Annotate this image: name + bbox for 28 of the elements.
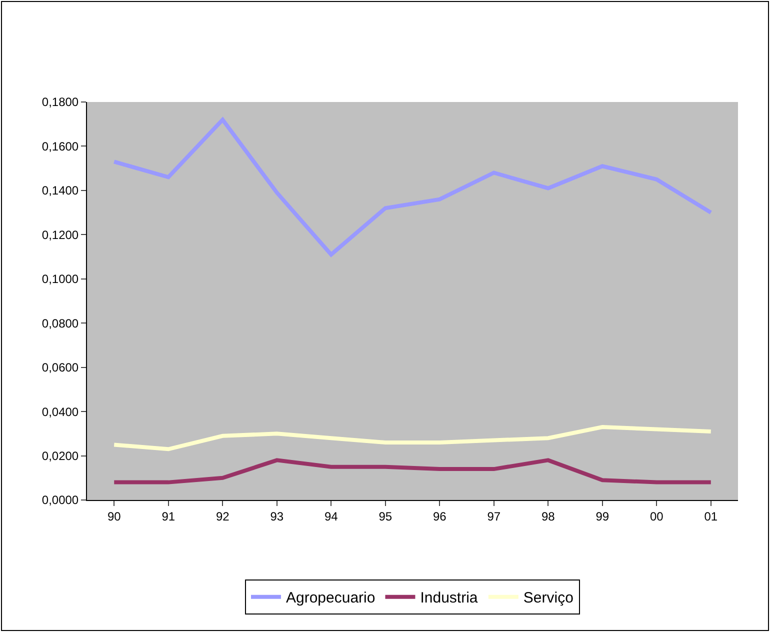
- x-tick-label: 96: [432, 509, 447, 524]
- y-tick-label: 0,0400: [42, 404, 79, 419]
- y-tick-label: 0,0600: [42, 360, 79, 375]
- x-tick-label: 90: [107, 509, 122, 524]
- x-tick-label: 95: [378, 509, 392, 524]
- x-tick-label: 00: [650, 509, 664, 524]
- y-tick-label: 0,0800: [42, 316, 79, 330]
- y-tick-label: 0,0000: [42, 493, 79, 508]
- y-tick-label: 0,1200: [42, 228, 79, 242]
- legend-label: Serviço: [523, 590, 574, 607]
- x-tick-label: 91: [162, 509, 176, 524]
- x-tick-label: 99: [596, 509, 610, 524]
- legend-label: Agropecuario: [286, 590, 376, 607]
- x-tick-label: 93: [270, 509, 284, 524]
- x-tick-label: 92: [216, 509, 230, 524]
- x-tick-label: 98: [541, 509, 556, 524]
- x-tick-label: 01: [704, 509, 718, 524]
- x-tick-label: 94: [324, 509, 338, 524]
- y-tick-label: 0,1000: [42, 272, 79, 286]
- y-tick-label: 0,1400: [42, 184, 79, 198]
- y-tick-label: 0,0200: [42, 448, 79, 463]
- legend-label: Industria: [420, 590, 478, 607]
- line-series: [112, 458, 713, 484]
- line-series: [112, 425, 713, 452]
- line-series: [112, 118, 713, 257]
- y-tick-label: 0,1800: [42, 95, 79, 110]
- x-tick-label: 97: [487, 509, 501, 524]
- y-tick-label: 0,1600: [42, 139, 79, 154]
